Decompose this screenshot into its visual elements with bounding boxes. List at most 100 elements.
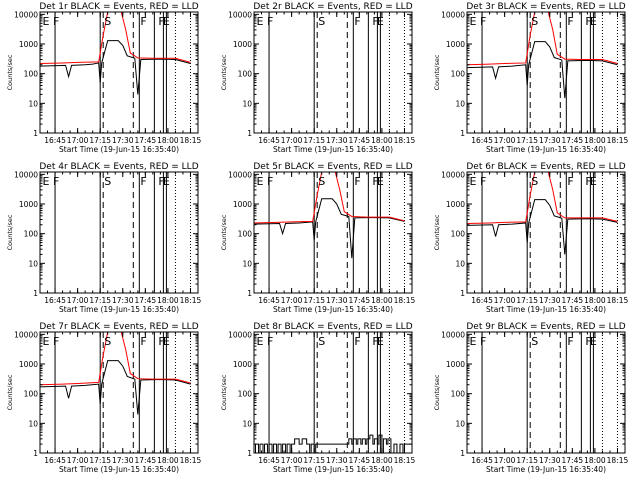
- x-tick-label: 17:45: [562, 456, 584, 465]
- y-axis-label: Counts/sec: [6, 214, 14, 250]
- flag-label: S: [104, 335, 111, 348]
- x-tick-label: 17:30: [326, 456, 348, 465]
- plot-frame: [253, 171, 413, 294]
- series-line-lld: [254, 172, 405, 224]
- plot-frame: [253, 11, 413, 134]
- flag-label: F: [53, 335, 59, 348]
- y-tick-label: 1: [247, 289, 252, 298]
- x-tick-label: 17:00: [67, 456, 89, 465]
- y-tick-label: 1000: [19, 200, 38, 209]
- plot-frame: [39, 331, 199, 454]
- flag-label: S: [531, 335, 538, 348]
- y-tick-label: 10: [455, 259, 465, 268]
- y-tick-label: 100: [451, 70, 466, 79]
- x-tick-label: 17:15: [303, 296, 325, 305]
- reference-lines: [268, 172, 405, 293]
- y-tick-label: 10: [242, 419, 252, 428]
- x-tick-label: 17:45: [349, 136, 371, 145]
- y-tick-label: 10: [455, 99, 465, 108]
- flag-label: F: [480, 175, 486, 188]
- y-tick-label: 100: [24, 230, 39, 239]
- x-tick-label: 17:00: [494, 296, 516, 305]
- flag-label: F: [567, 175, 573, 188]
- reference-lines: [481, 12, 618, 133]
- flag-label: F: [53, 175, 59, 188]
- panel-title: Det 1r BLACK = Events, RED = LLD: [39, 2, 198, 12]
- x-tick-label: 17:00: [281, 296, 303, 305]
- x-tick-label: 16:45: [258, 136, 280, 145]
- flag-label: F: [567, 15, 573, 28]
- plot-frame: [466, 331, 626, 454]
- series-line-lld: [40, 332, 191, 386]
- x-tick-label: 17:30: [539, 136, 561, 145]
- x-tick-label: 16:45: [471, 296, 493, 305]
- y-tick-label: 1000: [446, 360, 465, 369]
- x-tick-label: 18:15: [394, 296, 416, 305]
- x-tick-label: 17:45: [562, 296, 584, 305]
- y-tick-label: 1: [460, 449, 465, 458]
- flag-label: E: [163, 15, 170, 28]
- panel-title: Det 6r BLACK = Events, RED = LLD: [466, 162, 625, 172]
- y-tick-label: 10: [28, 99, 38, 108]
- plot-frame: [39, 11, 199, 134]
- y-tick-label: 1000: [446, 200, 465, 209]
- flag-label: E: [590, 175, 597, 188]
- x-tick-label: 17:15: [516, 136, 538, 145]
- series-group: [467, 172, 618, 255]
- x-tick-label: 17:00: [281, 136, 303, 145]
- y-tick-label: 100: [451, 390, 466, 399]
- y-tick-label: 1000: [233, 360, 252, 369]
- reference-lines: [481, 332, 618, 453]
- y-tick-label: 1000: [233, 40, 252, 49]
- x-tick-label: 17:15: [303, 456, 325, 465]
- flag-label: E: [590, 335, 597, 348]
- flag-label: E: [43, 15, 50, 28]
- panel-title: Det 3r BLACK = Events, RED = LLD: [466, 2, 625, 12]
- flag-label: F: [585, 175, 591, 188]
- x-tick-label: 17:15: [89, 296, 111, 305]
- x-tick-label: 16:45: [471, 136, 493, 145]
- x-tick-label: 17:15: [303, 136, 325, 145]
- y-tick-label: 1: [33, 289, 38, 298]
- flag-label: F: [140, 15, 146, 28]
- flag-label: F: [140, 175, 146, 188]
- x-tick-label: 18:00: [584, 296, 606, 305]
- y-tick-label: 1: [33, 449, 38, 458]
- y-tick-label: 10000: [228, 10, 252, 19]
- flag-label: F: [372, 15, 378, 28]
- flag-label: F: [567, 335, 573, 348]
- series-line-lld: [40, 12, 191, 65]
- y-tick-label: 1: [33, 129, 38, 138]
- flag-label: S: [531, 15, 538, 28]
- x-tick-label: 17:30: [112, 456, 134, 465]
- flag-label: E: [257, 15, 264, 28]
- y-tick-label: 10: [242, 259, 252, 268]
- x-axis-label: Start Time (19-Jun-15 16:35:40): [273, 145, 393, 154]
- flag-label: E: [163, 175, 170, 188]
- panel-title: Det 5r BLACK = Events, RED = LLD: [253, 162, 412, 172]
- x-axis-label: Start Time (19-Jun-15 16:35:40): [486, 145, 606, 154]
- series-line-lld: [467, 172, 618, 225]
- flag-label: F: [372, 175, 378, 188]
- y-tick-label: 1: [247, 129, 252, 138]
- panel-title: Det 8r BLACK = Events, RED = LLD: [253, 322, 412, 332]
- y-tick-label: 1000: [233, 200, 252, 209]
- x-tick-label: 18:15: [180, 296, 202, 305]
- x-axis-label: Start Time (19-Jun-15 16:35:40): [59, 305, 179, 314]
- y-axis-label: Counts/sec: [220, 374, 228, 410]
- x-tick-label: 16:45: [44, 456, 66, 465]
- flag-label: F: [372, 335, 378, 348]
- x-tick-label: 18:15: [180, 136, 202, 145]
- panel-title: Det 9r BLACK = Events, RED = LLD: [466, 322, 625, 332]
- y-tick-label: 1: [247, 449, 252, 458]
- y-tick-label: 100: [24, 390, 39, 399]
- y-tick-label: 1: [460, 129, 465, 138]
- x-tick-label: 17:30: [112, 296, 134, 305]
- x-tick-label: 17:00: [281, 456, 303, 465]
- x-tick-label: 16:45: [44, 296, 66, 305]
- y-tick-label: 10000: [228, 330, 252, 339]
